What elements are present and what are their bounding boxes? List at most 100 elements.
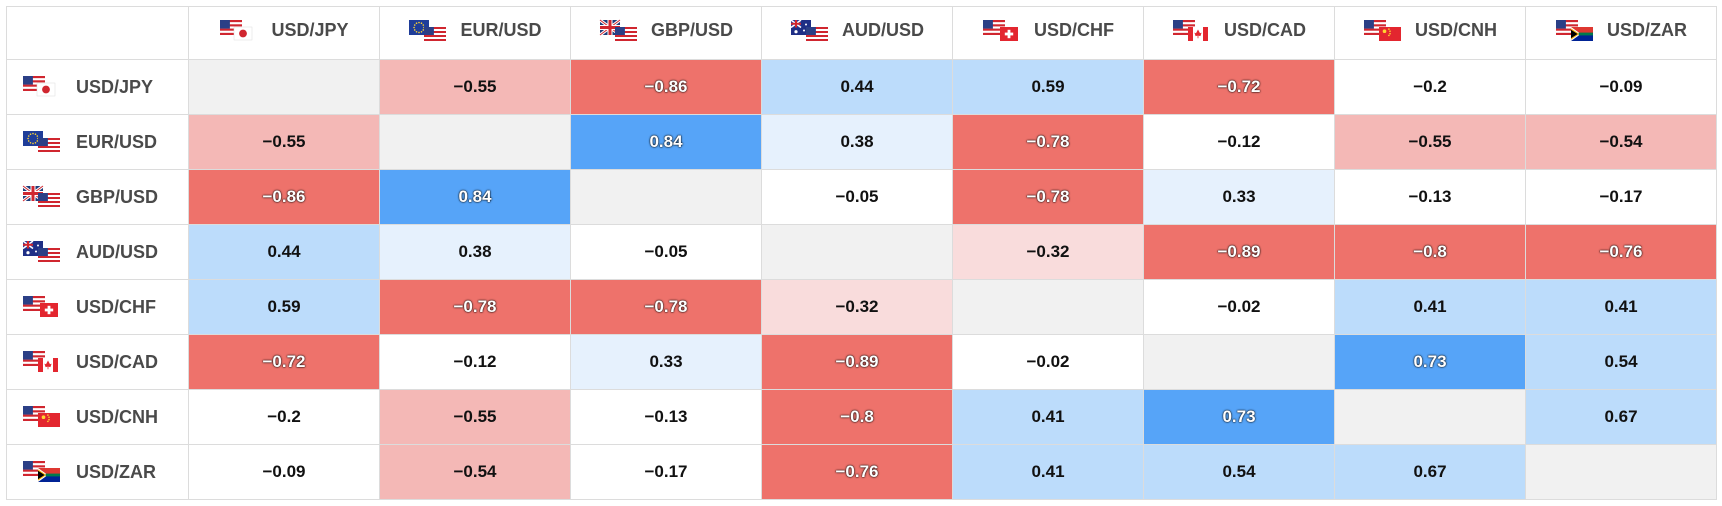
table-row: USD/ZAR −0.09 −0.54 −0.17 −0.76 0.41 0.54 0.67 — [6, 444, 1717, 500]
table-row: USD/CNH −0.2 −0.55 −0.13 −0.8 0.41 0.73 0.67 — [6, 389, 1717, 445]
corner-cell — [6, 6, 189, 60]
correlation-cell: −0.13 — [570, 389, 762, 445]
correlation-cell: 0.41 — [952, 389, 1144, 445]
us-za-flag-icon — [22, 460, 62, 484]
eu-us-flag-icon — [408, 19, 448, 43]
correlation-cell: 0.38 — [761, 114, 953, 170]
correlation-cell: −0.2 — [1334, 59, 1526, 115]
column-header-usd-jpy: USD/JPY — [188, 6, 380, 60]
correlation-matrix-container: USD/JPY EUR/USD GBP/USD AUD/USD USD/CHF USD/C… — [6, 6, 1717, 500]
us-ch-flag-icon — [982, 19, 1022, 43]
us-ca-flag-icon — [22, 350, 62, 374]
au-us-flag-icon — [790, 18, 830, 43]
correlation-cell: 0.33 — [570, 334, 762, 390]
correlation-cell: −0.55 — [1334, 114, 1526, 170]
table-row: USD/CHF 0.59 −0.78 −0.78 −0.32 −0.02 0.41 0.41 — [6, 279, 1717, 335]
column-header-usd-chf: USD/CHF — [952, 6, 1144, 60]
column-header-label: AUD/USD — [841, 20, 924, 40]
correlation-cell: 0.38 — [379, 224, 571, 280]
correlation-cell: −0.12 — [379, 334, 571, 390]
column-header-usd-zar: USD/ZAR — [1525, 6, 1717, 60]
row-header-label: EUR/USD — [76, 131, 158, 152]
table-row: EUR/USD −0.55 0.84 0.38 −0.78 −0.12 −0.55 −0.54 — [6, 114, 1717, 170]
column-header-aud-usd: AUD/USD — [761, 6, 953, 60]
correlation-cell: −0.09 — [188, 444, 380, 500]
row-header-usd-cnh: USD/CNH — [6, 389, 189, 445]
column-header-label: USD/JPY — [271, 20, 349, 40]
diagonal-cell — [761, 224, 953, 280]
correlation-cell: −0.13 — [1334, 169, 1526, 225]
column-header-eur-usd: EUR/USD — [379, 6, 571, 60]
diagonal-cell — [570, 169, 762, 225]
matrix-body: USD/JPY −0.55 −0.86 0.44 0.59 −0.72 −0.2 −0.09 E… — [6, 59, 1717, 500]
header-row: USD/JPY EUR/USD GBP/USD AUD/USD USD/CHF USD/C… — [6, 6, 1717, 60]
column-header-usd-cnh: USD/CNH — [1334, 6, 1526, 60]
correlation-cell: −0.86 — [570, 59, 762, 115]
column-header-label: USD/CNH — [1414, 20, 1497, 40]
correlation-cell: −0.12 — [1143, 114, 1335, 170]
correlation-cell: 0.84 — [379, 169, 571, 225]
correlation-cell: −0.17 — [1525, 169, 1717, 225]
row-header-label: USD/ZAR — [76, 461, 156, 482]
gb-us-flag-icon — [22, 185, 62, 209]
correlation-cell: −0.55 — [379, 59, 571, 115]
correlation-cell: 0.41 — [1525, 279, 1717, 335]
correlation-cell: −0.76 — [761, 444, 953, 500]
us-cn-flag-icon — [1363, 19, 1403, 43]
us-ch-flag-icon — [22, 295, 62, 319]
correlation-cell: −0.8 — [761, 389, 953, 445]
correlation-cell: −0.86 — [188, 169, 380, 225]
table-row: USD/CAD −0.72 −0.12 0.33 −0.89 −0.02 0.73 0.54 — [6, 334, 1717, 390]
correlation-cell: −0.32 — [952, 224, 1144, 280]
correlation-cell: 0.44 — [761, 59, 953, 115]
correlation-cell: −0.2 — [188, 389, 380, 445]
diagonal-cell — [1143, 334, 1335, 390]
diagonal-cell — [188, 59, 380, 115]
correlation-cell: −0.55 — [188, 114, 380, 170]
correlation-cell: −0.05 — [570, 224, 762, 280]
gb-us-flag-icon — [599, 18, 639, 43]
correlation-cell: 0.44 — [188, 224, 380, 280]
correlation-cell: −0.72 — [188, 334, 380, 390]
correlation-cell: 0.67 — [1334, 444, 1526, 500]
correlation-cell: −0.32 — [761, 279, 953, 335]
row-header-label: USD/CNH — [76, 406, 159, 427]
row-header-usd-chf: USD/CHF — [6, 279, 189, 335]
diagonal-cell — [952, 279, 1144, 335]
correlation-cell: −0.78 — [952, 114, 1144, 170]
correlation-cell: −0.54 — [379, 444, 571, 500]
correlation-cell: 0.67 — [1525, 389, 1717, 445]
correlation-cell: −0.89 — [761, 334, 953, 390]
row-header-label: USD/JPY — [76, 76, 154, 97]
us-jp-flag-icon — [22, 75, 62, 99]
column-header-usd-cad: USD/CAD — [1143, 6, 1335, 60]
correlation-cell: 0.59 — [188, 279, 380, 335]
row-header-usd-jpy: USD/JPY — [6, 59, 189, 115]
correlation-cell: −0.09 — [1525, 59, 1717, 115]
correlation-cell: −0.55 — [379, 389, 571, 445]
table-row: GBP/USD −0.86 0.84 −0.05 −0.78 0.33 −0.13 −0.17 — [6, 169, 1717, 225]
us-cn-flag-icon — [22, 405, 62, 429]
diagonal-cell — [1334, 389, 1526, 445]
correlation-cell: −0.89 — [1143, 224, 1335, 280]
correlation-cell: −0.02 — [952, 334, 1144, 390]
us-ca-flag-icon — [1172, 19, 1212, 43]
diagonal-cell — [379, 114, 571, 170]
row-header-label: GBP/USD — [76, 186, 159, 207]
correlation-cell: 0.54 — [1143, 444, 1335, 500]
correlation-cell: 0.54 — [1525, 334, 1717, 390]
correlation-cell: 0.33 — [1143, 169, 1335, 225]
table-row: USD/JPY −0.55 −0.86 0.44 0.59 −0.72 −0.2 −0.09 — [6, 59, 1717, 115]
correlation-cell: −0.17 — [570, 444, 762, 500]
au-us-flag-icon — [22, 240, 62, 264]
column-header-label: USD/CHF — [1034, 20, 1114, 40]
row-header-label: AUD/USD — [76, 241, 159, 262]
correlation-cell: −0.78 — [952, 169, 1144, 225]
correlation-cell: −0.78 — [379, 279, 571, 335]
column-header-label: EUR/USD — [460, 20, 542, 40]
correlation-matrix-table: USD/JPY EUR/USD GBP/USD AUD/USD USD/CHF USD/C… — [6, 6, 1717, 500]
correlation-cell: −0.72 — [1143, 59, 1335, 115]
correlation-cell: 0.73 — [1334, 334, 1526, 390]
correlation-cell: −0.76 — [1525, 224, 1717, 280]
us-za-flag-icon — [1555, 19, 1595, 43]
